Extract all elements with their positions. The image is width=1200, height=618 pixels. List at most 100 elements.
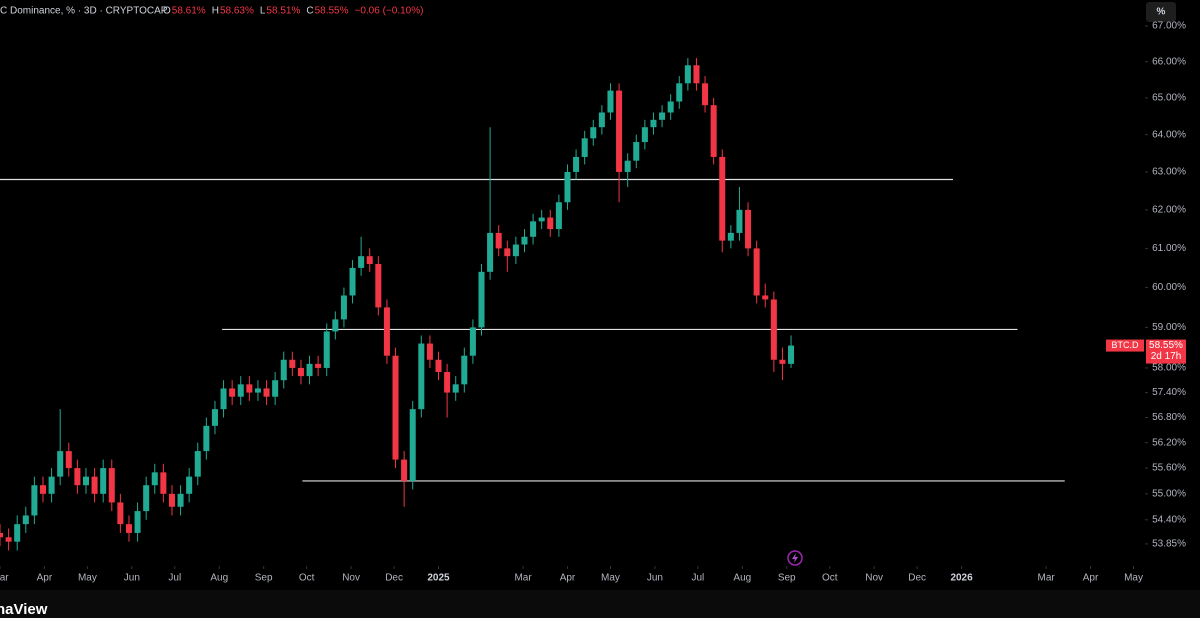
candle-body — [779, 359, 786, 364]
candle-body — [564, 171, 571, 203]
candle-body — [555, 202, 562, 230]
candle-body — [315, 363, 322, 368]
candle-body — [82, 476, 89, 486]
x-tick-label: Aug — [733, 573, 751, 584]
candle-body — [358, 256, 365, 268]
x-tick-label: 2025 — [427, 573, 450, 584]
candle-body — [48, 476, 55, 494]
candle-body — [650, 119, 657, 128]
y-tick-label: 58.00% — [1152, 363, 1186, 374]
candle-body — [598, 112, 605, 128]
candle-body — [254, 388, 261, 393]
ohlc-value: 58.51% — [266, 6, 300, 17]
candle-body — [788, 345, 795, 364]
x-tick-label: Mar — [0, 573, 9, 584]
candle-body — [5, 537, 12, 542]
x-tick-label: Apr — [37, 573, 53, 584]
candle-body — [57, 451, 64, 477]
candle-body — [74, 468, 81, 486]
candle-body — [263, 388, 270, 397]
candle-body — [590, 127, 597, 139]
candle-body — [366, 256, 373, 264]
candle-body — [426, 343, 433, 360]
ohlc-key: C — [306, 6, 313, 17]
candle-body — [246, 384, 253, 393]
x-tick-label: Sep — [255, 573, 273, 584]
x-tick-label: Mar — [1038, 573, 1056, 584]
candle-body — [452, 384, 459, 393]
candle-body — [65, 451, 72, 469]
candle-body — [306, 363, 313, 377]
candle-body — [392, 355, 399, 460]
x-tick-label: Oct — [822, 573, 838, 584]
change: −0.06 (−0.10%) — [355, 6, 424, 17]
footer-bar — [0, 590, 1200, 618]
y-tick-label: 53.85% — [1152, 539, 1186, 550]
x-tick-label: Aug — [210, 573, 228, 584]
x-tick-label: May — [601, 573, 620, 584]
ohlc-key: H — [212, 6, 219, 17]
x-tick-label: Nov — [865, 573, 883, 584]
ohlc-value: 58.63% — [220, 6, 254, 17]
y-tick-label: 57.40% — [1152, 387, 1186, 398]
candle-body — [753, 248, 760, 296]
candle-body — [186, 476, 193, 494]
unit-button[interactable] — [1146, 2, 1176, 22]
y-tick-label: 66.00% — [1152, 56, 1186, 67]
candle-body — [160, 472, 167, 494]
candle-body — [383, 307, 390, 356]
candle-body — [272, 380, 279, 397]
candle-body — [444, 372, 451, 393]
x-tick-label: May — [1124, 573, 1143, 584]
candle-body — [693, 65, 700, 84]
candle-body — [289, 359, 296, 368]
candle-body — [547, 217, 554, 230]
candle-body — [91, 476, 98, 494]
ohlc-value: 58.61% — [172, 6, 206, 17]
unit-button-label[interactable]: % — [1157, 7, 1166, 18]
y-tick-label: 55.00% — [1152, 488, 1186, 499]
y-tick-label: 61.00% — [1152, 243, 1186, 254]
candle-body — [624, 160, 631, 172]
candle-body — [409, 409, 416, 481]
candle-body — [194, 451, 201, 477]
candle-body — [684, 65, 691, 84]
price-tag-value: 58.55% — [1149, 340, 1183, 351]
candle-body — [203, 425, 210, 452]
x-tick-label: Apr — [1083, 573, 1099, 584]
y-tick-label: 56.20% — [1152, 437, 1186, 448]
candle-body — [719, 156, 726, 241]
y-tick-label: 67.00% — [1152, 21, 1186, 32]
y-tick-label: 65.00% — [1152, 93, 1186, 104]
event-icon[interactable] — [787, 550, 803, 566]
price-tag-countdown: 2d 17h — [1151, 351, 1182, 362]
y-tick-label: 54.40% — [1152, 514, 1186, 525]
candle-body — [727, 232, 734, 241]
x-tick-label: Dec — [908, 573, 926, 584]
candle-body — [418, 343, 425, 410]
x-tick-label: Sep — [778, 573, 796, 584]
candle-body — [349, 267, 356, 296]
x-tick-label: Jul — [691, 573, 704, 584]
candle-body — [659, 112, 666, 120]
candle-body — [478, 271, 485, 328]
candle-body — [762, 295, 769, 300]
candle-body — [770, 299, 777, 360]
candle-body — [125, 524, 132, 533]
x-tick-label: Jul — [168, 573, 181, 584]
event-icon-bolt — [792, 553, 798, 563]
plot-area — [0, 58, 1065, 551]
candle-body — [211, 409, 218, 426]
candle-body — [332, 319, 339, 332]
x-tick-label: Jun — [647, 573, 663, 584]
price-tag — [1146, 339, 1186, 364]
candle-body — [745, 209, 752, 249]
candle-body — [220, 388, 227, 410]
candle-body — [168, 493, 175, 507]
x-tick-label: 2026 — [950, 573, 973, 584]
candle-body — [504, 248, 511, 257]
candle-body — [736, 209, 743, 233]
candle-body — [607, 90, 614, 113]
ohlc-key: L — [260, 6, 266, 17]
